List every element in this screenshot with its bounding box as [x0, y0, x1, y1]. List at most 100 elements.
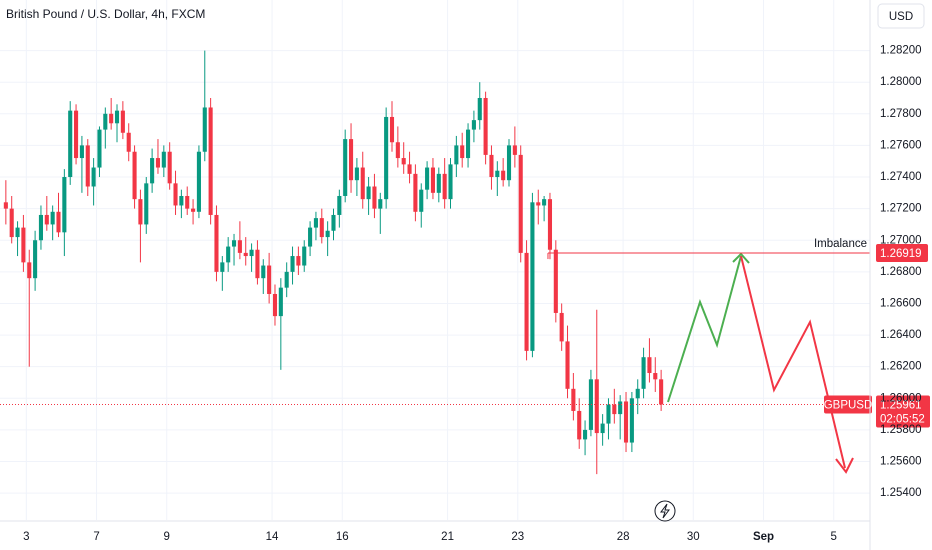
candle-body [419, 189, 424, 212]
candle-body [173, 183, 178, 206]
candle-body [477, 97, 482, 121]
candle-body [114, 110, 120, 124]
candle-body [413, 173, 418, 212]
current-price: 1.25961 [880, 399, 922, 411]
candle-body [442, 173, 447, 200]
candle-body [460, 145, 465, 159]
currency-label[interactable]: USD [889, 11, 913, 23]
candle-body [9, 208, 14, 238]
candle-body [278, 287, 283, 317]
candle-body [518, 154, 523, 253]
x-tick-label: Sep [753, 531, 774, 543]
candle-body [126, 132, 131, 152]
current-price-box [876, 395, 930, 428]
candle-body [3, 202, 8, 209]
candle-body [302, 246, 307, 266]
projection-up [667, 255, 742, 403]
candle-body [237, 240, 242, 253]
x-tick-label: 9 [164, 531, 170, 543]
y-tick-label: 1.27800 [880, 108, 922, 120]
candle-body [196, 151, 201, 212]
candle-body [553, 249, 558, 313]
y-tick-label: 1.26000 [880, 392, 922, 404]
y-tick-label: 1.28200 [880, 45, 922, 57]
lightning-icon [660, 503, 670, 519]
candle-body [407, 164, 412, 174]
candles [3, 50, 664, 475]
candle-body [600, 423, 605, 434]
axes: 1.28200 1.28000 1.27800 1.27600 1.27400 1.272… [23, 45, 921, 543]
candle-body [659, 379, 664, 405]
candle-body [348, 139, 354, 181]
candle-body [448, 164, 453, 200]
candle-body [565, 341, 570, 389]
candle-body [33, 240, 38, 279]
candle-body [214, 214, 219, 272]
candle-body [483, 97, 488, 155]
candle-body [641, 357, 646, 389]
candle-body [120, 110, 125, 133]
candle-body [425, 167, 430, 190]
candle-body [606, 404, 611, 424]
candle-body [360, 167, 365, 200]
candle-body [629, 398, 634, 443]
x-tick-label: 7 [93, 531, 99, 543]
imbalance-price-box [876, 244, 928, 263]
projection-down [740, 255, 846, 469]
candle-body [161, 151, 166, 168]
candle-body [208, 107, 213, 215]
candle-body [588, 379, 593, 430]
candle-body [331, 214, 336, 231]
candle-body [577, 410, 582, 440]
candle-body [395, 142, 400, 159]
candle-body [313, 218, 318, 228]
candle-body [38, 214, 44, 241]
candle-body [343, 139, 348, 196]
candle-body [179, 195, 184, 206]
candle-body [471, 120, 476, 130]
y-tick-label: 1.26600 [880, 297, 922, 309]
candle-body [231, 240, 237, 247]
candle-body [623, 401, 629, 443]
x-tick-label: 23 [511, 531, 524, 543]
candle-body [284, 271, 289, 288]
candle-body [167, 151, 172, 184]
candle-body [512, 145, 517, 155]
candle-body [583, 429, 588, 440]
candle-body [191, 208, 196, 212]
candle-body [202, 107, 207, 152]
currency-button[interactable] [877, 3, 925, 29]
x-tick-label: 14 [266, 531, 279, 543]
candle-body [547, 199, 553, 250]
y-tick-label: 1.28000 [880, 76, 922, 88]
symbol-box [824, 395, 872, 414]
x-tick-label: 28 [617, 531, 630, 543]
candle-body [91, 167, 96, 187]
candle-body [524, 252, 529, 351]
y-tick-label: 1.27600 [880, 139, 922, 151]
candle-body [401, 158, 406, 165]
candle-body [56, 211, 61, 233]
candle-body [530, 202, 535, 351]
candle-body [571, 388, 576, 411]
candle-body [536, 202, 541, 206]
candle-body [79, 145, 84, 159]
candle-body [308, 227, 313, 247]
countdown: 02:05:52 [880, 413, 925, 425]
y-tick-label: 1.25400 [880, 487, 922, 499]
candle-body [337, 195, 342, 215]
candle-body [319, 218, 324, 238]
arrow-head-up [732, 252, 750, 264]
candle-body [272, 293, 278, 317]
candle-body [50, 211, 55, 225]
candle-body [454, 145, 459, 165]
candle-body [559, 312, 564, 342]
candle-body [261, 265, 266, 279]
candle-body [430, 167, 435, 193]
imbalance-label: Imbalance [814, 238, 867, 250]
candle-body [220, 262, 225, 272]
candle-body [62, 177, 67, 233]
candle-body [647, 357, 652, 374]
events-button[interactable] [654, 500, 676, 522]
